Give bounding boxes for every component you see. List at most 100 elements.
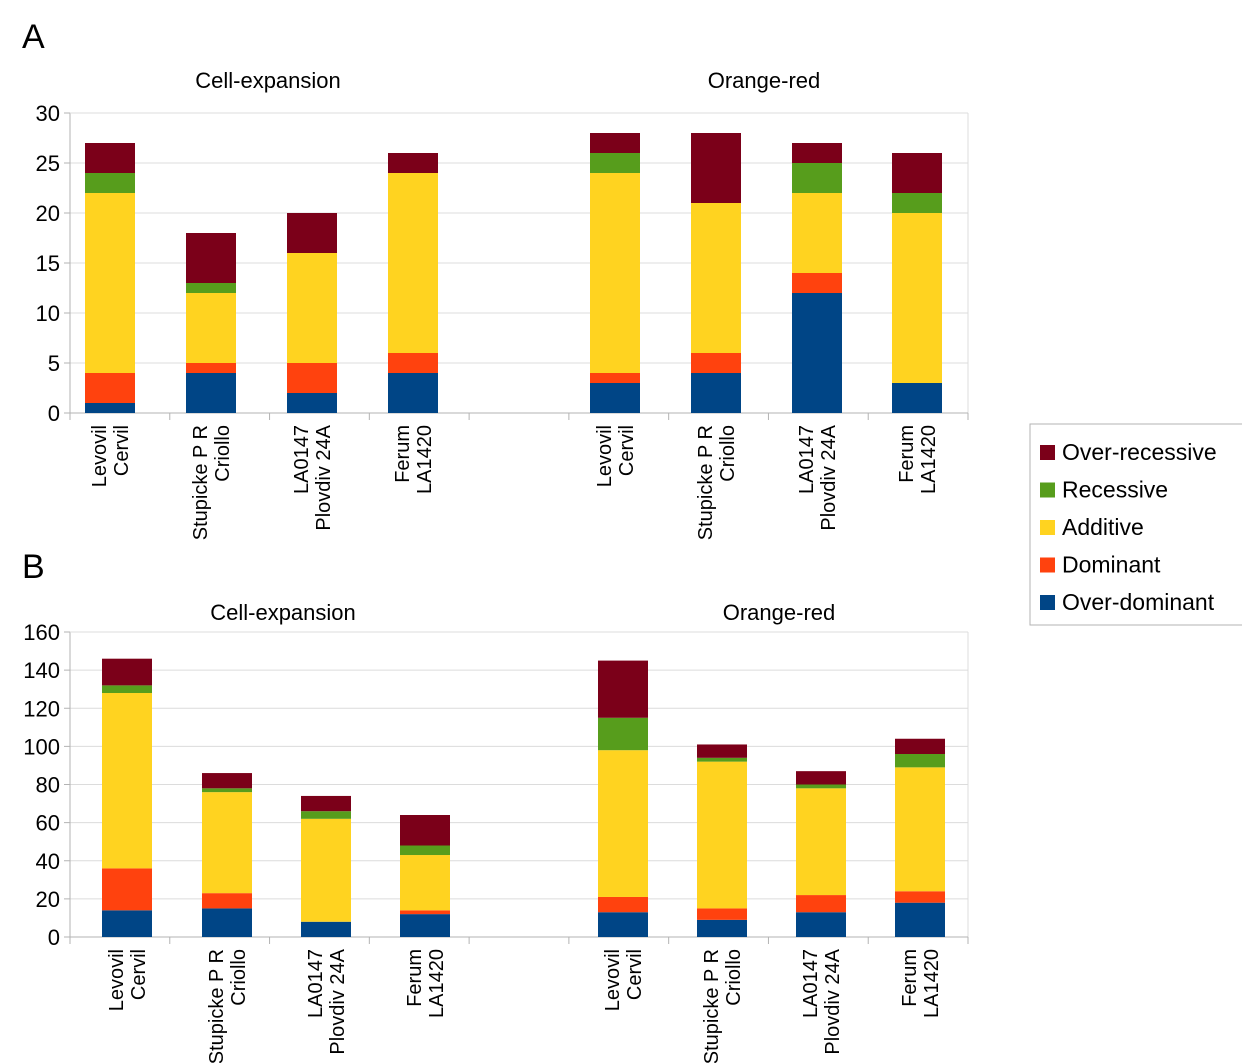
x-tick-label: FerumLA1420 [404, 949, 448, 1018]
bar-recessive [590, 153, 640, 173]
bar-additive [287, 253, 337, 363]
legend-label: Additive [1062, 514, 1144, 540]
bar-over-dominant [697, 919, 747, 937]
bar-over-recessive [186, 233, 236, 283]
bar-dominant [598, 896, 648, 913]
legend-swatch [1040, 445, 1055, 460]
bar-dominant [792, 273, 842, 293]
bar-over-dominant [102, 910, 152, 937]
x-tick-label: LevovilCervil [602, 949, 646, 1011]
bar-over-recessive [400, 815, 450, 846]
bar-dominant [287, 363, 337, 393]
legend-label: Recessive [1062, 477, 1168, 503]
bar-dominant [697, 908, 747, 920]
x-tick-label: LA0147Plovdiv 24A [305, 948, 349, 1054]
bar-additive [598, 750, 648, 897]
x-tick-label: Stupicke P RCriollo [695, 425, 739, 540]
bar-recessive [102, 685, 152, 693]
y-tick-label: 15 [36, 251, 60, 276]
bar-additive [892, 213, 942, 383]
group-title-orange-red: Orange-red [723, 600, 836, 625]
bar-over-recessive [388, 153, 438, 173]
x-tick-label: LevovilCervil [106, 949, 150, 1011]
y-tick-label: 80 [36, 773, 60, 798]
panel-label: B [22, 548, 45, 586]
legend-label: Over-dominant [1062, 589, 1215, 615]
bar-additive [697, 761, 747, 909]
bar-additive [400, 855, 450, 911]
x-tick-label: LevovilCervil [594, 425, 638, 487]
legend-swatch [1040, 482, 1055, 498]
y-tick-label: 140 [23, 658, 60, 683]
legend: Over-recessive Recessive Additive Dominant O… [1029, 423, 1242, 626]
legend-swatch [1040, 595, 1055, 610]
bar-dominant [202, 893, 252, 909]
bar-dominant [400, 910, 450, 915]
bar-recessive [796, 784, 846, 789]
bar-recessive [186, 283, 236, 293]
bar-recessive [892, 193, 942, 213]
bar-recessive [301, 811, 351, 819]
bar-dominant [102, 868, 152, 911]
legend-box [1029, 423, 1242, 626]
bar-over-recessive [85, 143, 135, 173]
group-title-orange-red: Orange-red [708, 68, 821, 93]
bar-over-recessive [598, 660, 648, 718]
bar-recessive [697, 757, 747, 762]
bar-dominant [796, 895, 846, 913]
y-tick-label: 5 [48, 351, 60, 376]
x-tick-label: Stupicke P RCriollo [190, 425, 234, 540]
x-tick-label: FerumLA1420 [392, 425, 436, 494]
bar-over-dominant [892, 383, 942, 413]
y-tick-label: 20 [36, 201, 60, 226]
bar-additive [590, 173, 640, 373]
bar-over-dominant [400, 914, 450, 937]
bar-dominant [691, 353, 741, 373]
bar-over-dominant [691, 373, 741, 413]
bar-additive [202, 792, 252, 894]
bar-additive [102, 693, 152, 869]
bar-over-dominant [598, 912, 648, 937]
bar-over-recessive [102, 658, 152, 686]
bar-over-recessive [792, 143, 842, 163]
bar-over-recessive [301, 795, 351, 812]
y-tick-label: 0 [48, 925, 60, 950]
bar-dominant [186, 363, 236, 373]
legend-swatch [1040, 557, 1055, 573]
x-tick-label: Stupicke P RCriollo [206, 949, 250, 1063]
y-tick-label: 25 [36, 151, 60, 176]
panel-label: A [22, 18, 45, 56]
bar-recessive [400, 845, 450, 856]
bar-over-dominant [287, 393, 337, 413]
bar-recessive [792, 163, 842, 193]
y-tick-label: 160 [23, 620, 60, 645]
bar-over-recessive [895, 738, 945, 754]
bar-over-dominant [895, 902, 945, 937]
y-tick-label: 40 [36, 849, 60, 874]
bar-additive [85, 193, 135, 373]
bar-recessive [202, 788, 252, 793]
bar-dominant [895, 891, 945, 903]
y-tick-label: 20 [36, 887, 60, 912]
bar-over-dominant [202, 908, 252, 937]
bar-additive [691, 203, 741, 353]
bar-additive [895, 767, 945, 892]
x-tick-label: LA0147Plovdiv 24A [291, 424, 335, 530]
bar-dominant [388, 353, 438, 373]
bar-over-recessive [892, 153, 942, 193]
bar-dominant [590, 373, 640, 383]
x-tick-label: Stupicke P RCriollo [701, 949, 745, 1063]
chart-panel-a: A 0 5 10 15 20 25 30 Cell-expansion LevovilCervil… [22, 18, 969, 540]
bar-recessive [598, 717, 648, 751]
bar-additive [796, 788, 846, 896]
group-title-cell-expansion: Cell-expansion [210, 600, 356, 625]
bar-over-recessive [796, 771, 846, 785]
legend-label: Over-recessive [1062, 439, 1217, 465]
y-tick-label: 100 [23, 734, 60, 759]
bar-over-recessive [202, 773, 252, 789]
bar-additive [792, 193, 842, 273]
x-tick-label: LevovilCervil [89, 425, 133, 487]
y-tick-label: 10 [36, 301, 60, 326]
bar-over-dominant [796, 912, 846, 937]
